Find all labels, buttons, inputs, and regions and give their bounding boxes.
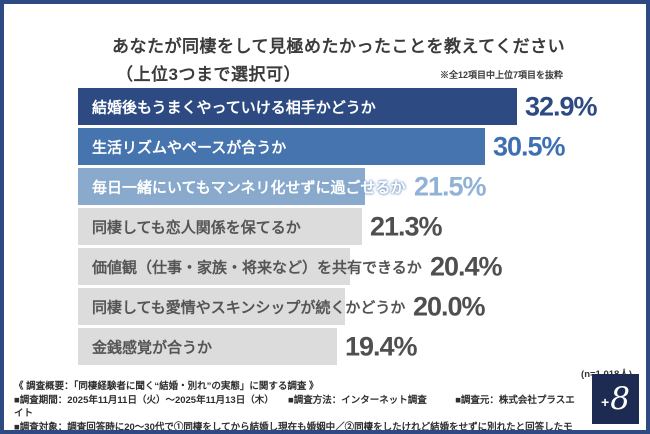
bar-row: 金銭感覚が合うか 19.4%: [78, 328, 646, 365]
bar-label: 毎日一緒にいてもマンネリ化せずに過ごせるか: [92, 179, 406, 196]
bar: [78, 88, 517, 125]
bar-value: 32.9%: [525, 91, 598, 121]
bar-value: 21.3%: [370, 211, 443, 241]
page-title: あなたが同棲をして見極めたかったことを教えてください: [112, 37, 566, 56]
bar-label: 生活リズムやペースが合うか: [92, 139, 287, 156]
bar-row: 同棲しても愛情やスキンシップが続くかどうか 20.0%: [78, 288, 646, 325]
bar-value: 30.5%: [493, 131, 566, 161]
bar-value: 19.4%: [345, 331, 418, 361]
bar-row: 結婚後もうまくやっていける相手かどうか 32.9%: [78, 88, 646, 125]
bar-row: 同棲しても恋人関係を保てるか 21.3%: [78, 208, 646, 245]
footer-line-period-method-source: ■調査期間：2025年11月11日（火）～2025年11月13日（木） ■調査方…: [14, 394, 575, 420]
bar: [78, 168, 365, 205]
bar-value: 21.5%: [414, 171, 487, 201]
bar: [78, 248, 350, 285]
logo-eight-glyph: 8: [610, 380, 630, 417]
footer-line-overview: 《 調査概要：「同棲経験者に聞く“結婚・別れ”の実態」に関する調査 》: [14, 381, 319, 392]
bar-row: 生活リズムやペースが合うか 30.5%: [78, 128, 646, 165]
bar-value: 20.0%: [413, 291, 486, 321]
bar-label: 金銭感覚が合うか: [92, 339, 213, 356]
bar: [78, 128, 485, 165]
excerpt-note: ※全12項目中上位7項目を抜粋: [440, 70, 564, 80]
bar-chart: 結婚後もうまくやっていける相手かどうか 32.9% 生活リズムやペースが合うか …: [78, 88, 646, 368]
bar-label: 同棲しても愛情やスキンシップが続くかどうか: [92, 299, 406, 316]
page-subtitle: （上位3つまで選択可）: [116, 65, 301, 84]
bar: [78, 328, 337, 365]
bar-label: 価値観（仕事・家族・将来など）を共有できるか: [92, 259, 422, 276]
bar-row: 価値観（仕事・家族・将来など）を共有できるか 20.4%: [78, 248, 646, 285]
survey-footer: 《 調査概要：「同棲経験者に聞く“結婚・別れ”の実態」に関する調査 》 ■調査期…: [14, 380, 580, 433]
plus-eight-logo: +8: [592, 374, 639, 424]
bar-value: 20.4%: [430, 251, 503, 281]
footer-line-target: ■調査対象：調査回答時に20～30代で①同棲をしてから結婚し現在も婚姻中／②同棲…: [14, 421, 573, 433]
bar: [78, 288, 345, 325]
bar-label: 結婚後もうまくやっていける相手かどうか: [92, 99, 376, 116]
bar-label: 同棲しても恋人関係を保てるか: [92, 219, 301, 236]
bar-row: 毎日一緒にいてもマンネリ化せずに過ごせるか 21.5%: [78, 168, 646, 205]
bar: [78, 208, 362, 245]
logo-plus-glyph: +: [601, 394, 610, 410]
